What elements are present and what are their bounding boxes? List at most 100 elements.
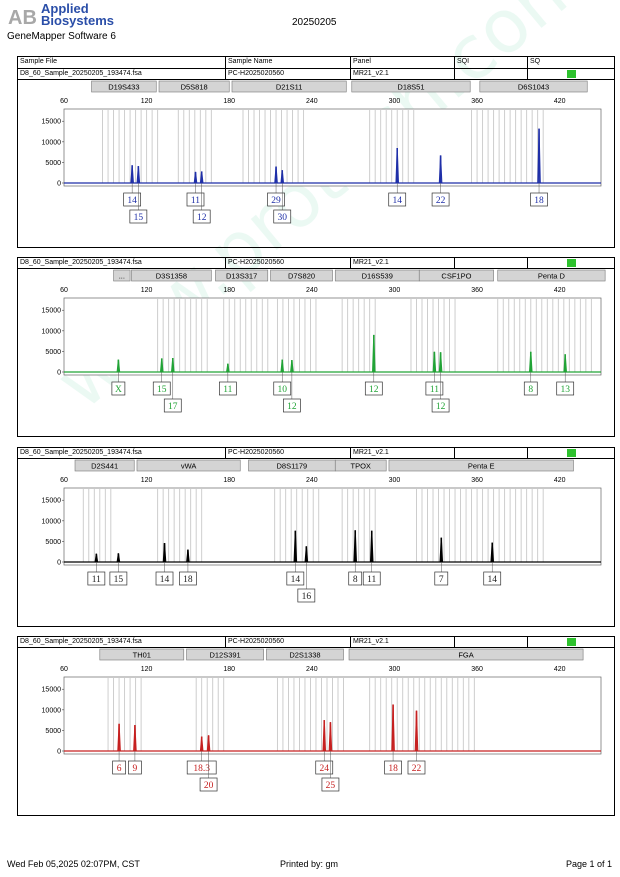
- col-sq: SQ: [530, 58, 541, 65]
- x-tick-label: 60: [60, 477, 68, 484]
- sample-file-value: D8_60_Sample_20250205_193474.fsa: [20, 638, 142, 645]
- panel-info-row: D8_60_Sample_20250205_193474.fsa PC-H2025…: [18, 637, 614, 648]
- allele-call-label: 15: [152, 372, 171, 396]
- allele-call-text: 12: [436, 402, 446, 412]
- y-tick-label: 10000: [42, 707, 62, 714]
- allele-call-label: 13: [556, 372, 575, 396]
- locus-label: D6S1043: [518, 83, 549, 92]
- allele-call-text: 18: [534, 196, 544, 206]
- applied-biosystems-logo-icon: AB: [7, 6, 39, 28]
- y-tick-label: 15000: [42, 498, 62, 505]
- col-sample-name: Sample Name: [228, 58, 273, 65]
- x-tick-label: 120: [141, 477, 153, 484]
- sample-file-value: D8_60_Sample_20250205_193474.fsa: [20, 70, 142, 77]
- allele-call-label: 11: [186, 183, 205, 207]
- x-tick-label: 180: [223, 666, 235, 673]
- allele-call-label: 7: [434, 562, 449, 586]
- logo-text: AB: [8, 7, 37, 28]
- locus-bar: D2S441: [74, 459, 135, 472]
- locus-bar: Penta D: [497, 269, 606, 282]
- allele-call-label: 15: [109, 562, 128, 586]
- x-tick-label: 120: [141, 98, 153, 105]
- locus-label: D2S1338: [289, 651, 320, 660]
- allele-call-text: 12: [369, 385, 379, 395]
- locus-label: TPOX: [351, 462, 371, 471]
- x-tick-label: 300: [389, 287, 401, 294]
- allele-call-text: X: [115, 385, 122, 395]
- allele-call-text: 30: [277, 213, 287, 223]
- software-name: GeneMapper Software 6: [7, 31, 116, 42]
- locus-label: D2S441: [91, 462, 118, 471]
- x-tick-label: 240: [306, 477, 318, 484]
- y-tick-label: 10000: [42, 328, 62, 335]
- allele-call-text: 9: [133, 764, 138, 774]
- locus-bar: D12S391: [186, 648, 264, 661]
- x-tick-label: 120: [141, 287, 153, 294]
- col-panel: Panel: [353, 58, 371, 65]
- allele-call-label: 14: [155, 562, 174, 586]
- allele-call-label: 11: [362, 562, 381, 586]
- allele-call-text: 12: [197, 213, 207, 223]
- locus-bar: TPOX: [334, 459, 387, 472]
- allele-call-label: 22: [431, 183, 450, 207]
- panel-value: MR21_v2.1: [353, 259, 389, 266]
- allele-call-text: 18: [183, 575, 193, 585]
- allele-call-label: 9: [128, 751, 142, 775]
- allele-call-label: 18.3: [186, 751, 217, 775]
- allele-call-label: 11: [219, 372, 237, 396]
- electropherogram-panel-1: D8_60_Sample_20250205_193474.fsa PC-H2025…: [17, 68, 615, 248]
- electropherogram-panel-4: D8_60_Sample_20250205_193474.fsa PC-H2025…: [17, 636, 615, 816]
- locus-label: D3S1358: [156, 272, 187, 281]
- x-tick-label: 420: [554, 666, 566, 673]
- quality-status-icon: [567, 449, 576, 457]
- allele-call-text: 24: [319, 764, 329, 774]
- x-tick-label: 180: [223, 477, 235, 484]
- allele-call-text: 15: [114, 575, 124, 585]
- allele-call-text: 18: [388, 764, 398, 774]
- allele-call-text: 14: [127, 196, 137, 206]
- locus-bar: D8S1179: [248, 459, 336, 472]
- locus-label: D18S51: [397, 83, 424, 92]
- allele-call-label: 12: [283, 372, 301, 413]
- allele-call-text: 8: [353, 575, 358, 585]
- brand-name: Applied Biosystems: [41, 2, 114, 27]
- allele-call-text: 15: [134, 213, 144, 223]
- x-tick-label: 180: [223, 287, 235, 294]
- x-tick-label: 300: [389, 98, 401, 105]
- col-sample-file: Sample File: [20, 58, 57, 65]
- allele-call-label: 18: [530, 183, 548, 207]
- x-tick-label: 300: [389, 477, 401, 484]
- y-tick-label: 10000: [42, 139, 62, 146]
- panel-value: MR21_v2.1: [353, 449, 389, 456]
- plot-frame: [63, 487, 602, 566]
- locus-label: ...: [119, 272, 125, 281]
- allele-call-label: 14: [388, 183, 407, 207]
- allele-call-label: 25: [321, 751, 340, 792]
- x-tick-label: 360: [471, 287, 483, 294]
- x-tick-label: 240: [306, 98, 318, 105]
- allele-call-text: 14: [160, 575, 170, 585]
- locus-bar: D19S433: [91, 80, 157, 93]
- panel-info-row: D8_60_Sample_20250205_193474.fsa PC-H2025…: [18, 69, 614, 80]
- sample-name-value: PC-H2025020560: [228, 70, 285, 77]
- allele-call-label: 14: [483, 562, 502, 586]
- locus-bar: D21S11: [231, 80, 347, 93]
- locus-label: D8S1179: [277, 462, 308, 471]
- locus-bar: CSF1PO: [418, 269, 494, 282]
- allele-call-label: 22: [407, 751, 426, 775]
- allele-call-text: 11: [430, 385, 439, 395]
- sample-name-value: PC-H2025020560: [228, 449, 285, 456]
- locus-bar: TH01: [99, 648, 185, 661]
- x-tick-label: 420: [554, 287, 566, 294]
- allele-call-label: 15: [129, 183, 148, 224]
- locus-label: TH01: [133, 651, 151, 660]
- y-tick-label: 0: [57, 370, 61, 377]
- allele-call-text: 18.3: [193, 764, 210, 774]
- y-tick-label: 10000: [42, 518, 62, 525]
- locus-bar: D6S1043: [479, 80, 588, 93]
- allele-call-text: 16: [302, 592, 312, 602]
- allele-call-text: 14: [392, 196, 402, 206]
- allele-call-text: 10: [277, 385, 287, 395]
- allele-call-label: 20: [199, 751, 218, 792]
